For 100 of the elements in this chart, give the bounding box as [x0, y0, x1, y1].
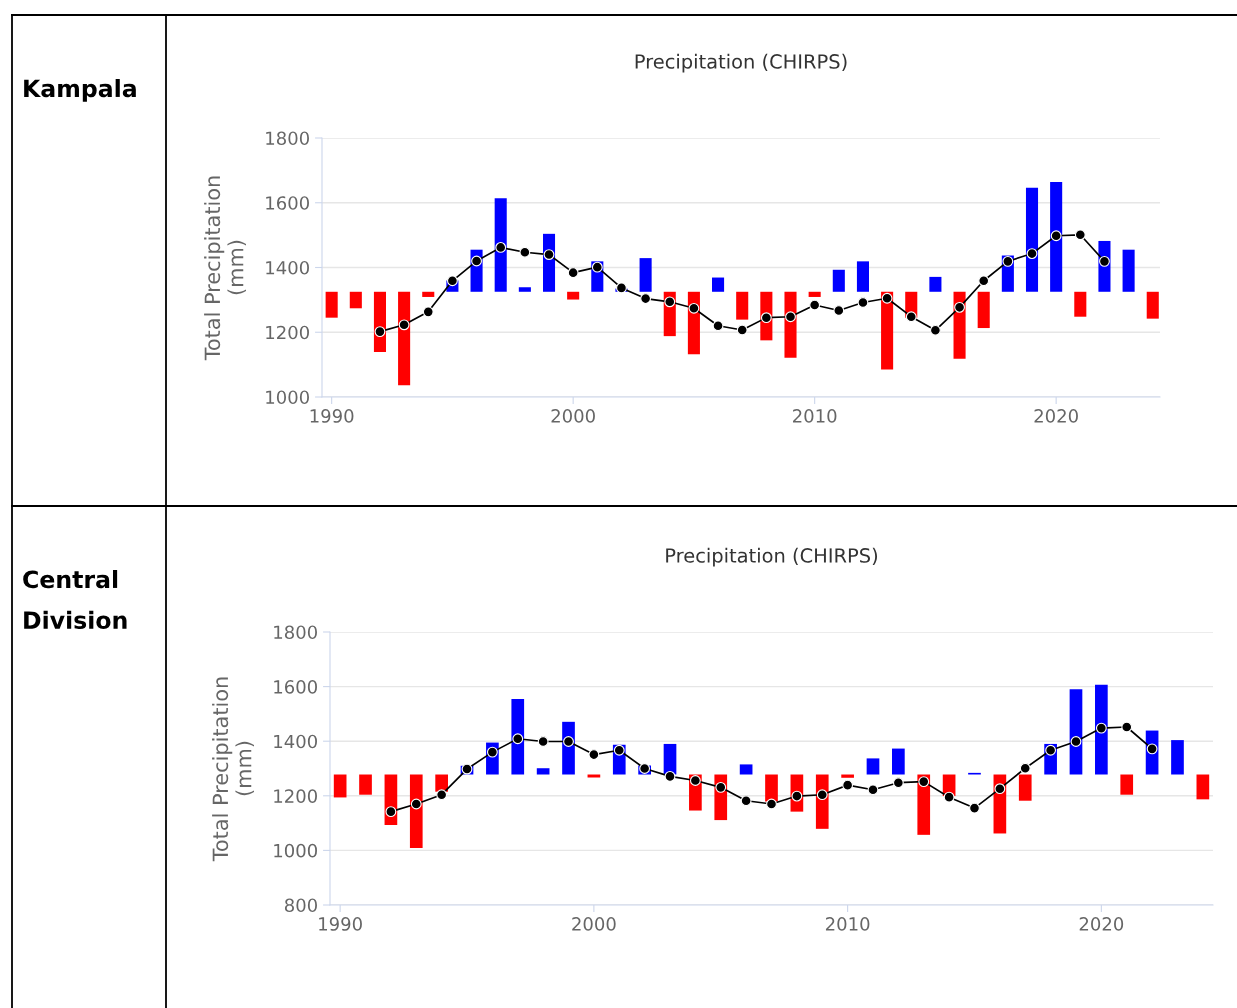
x-tick-label: 2000 — [572, 917, 616, 931]
point — [954, 301, 965, 313]
x-tick-label: 2020 — [1079, 917, 1124, 931]
point — [495, 242, 507, 253]
y-tick-label: 1600 — [266, 196, 309, 210]
bar — [518, 287, 531, 292]
bar — [1074, 291, 1087, 317]
point — [436, 789, 448, 801]
y-tick-label: 1800 — [274, 625, 317, 640]
point — [1045, 744, 1057, 756]
point — [471, 255, 482, 267]
x-tick-label: 2000 — [551, 409, 595, 423]
bar — [1196, 774, 1210, 800]
point — [867, 784, 879, 796]
point — [712, 320, 724, 332]
bar — [639, 258, 652, 292]
bar — [841, 774, 854, 778]
y-tick-label: 1000 — [274, 843, 317, 858]
bar — [736, 291, 749, 320]
chart-title: Precipitation (CHIRPS) — [635, 53, 847, 73]
bar — [1120, 774, 1134, 795]
bar — [1069, 689, 1083, 775]
y-tick-label: 1400 — [274, 734, 317, 749]
bar — [511, 698, 525, 775]
y-tick-label: 1000 — [266, 390, 309, 405]
bar — [808, 291, 821, 297]
point — [978, 275, 990, 287]
point — [881, 292, 893, 304]
point — [760, 312, 772, 324]
point — [1002, 255, 1014, 267]
bar — [892, 748, 905, 775]
bar — [1095, 684, 1108, 775]
point — [857, 297, 869, 308]
x-tick-label: 1990 — [310, 409, 354, 423]
bar — [929, 276, 942, 292]
bar — [856, 261, 869, 292]
point — [1095, 722, 1107, 734]
point — [385, 806, 397, 818]
bar — [1122, 249, 1135, 292]
bar — [567, 291, 580, 300]
bar — [832, 269, 845, 292]
bar — [712, 277, 725, 292]
point — [816, 789, 828, 801]
point — [969, 802, 980, 814]
point — [1050, 230, 1062, 242]
point — [446, 275, 458, 287]
point — [929, 324, 941, 336]
point — [1074, 229, 1086, 241]
point — [833, 305, 845, 316]
point — [410, 798, 422, 810]
point — [809, 299, 821, 311]
point — [689, 775, 701, 786]
x-tick-label: 2020 — [1034, 409, 1078, 423]
y-tick-label: 1800 — [266, 131, 309, 146]
point — [588, 749, 600, 760]
bar — [866, 758, 880, 775]
y-tick-label: 1400 — [266, 260, 309, 275]
point — [374, 326, 386, 338]
point — [512, 733, 524, 745]
point — [543, 249, 555, 260]
bar — [333, 774, 347, 798]
chart-title: Precipitation (CHIRPS) — [666, 547, 878, 567]
x-tick-label: 2010 — [793, 409, 837, 423]
text: Kampala — [24, 79, 136, 102]
point — [486, 746, 498, 758]
x-tick-label: 1990 — [319, 917, 362, 931]
y-tick-label: 1200 — [266, 325, 309, 340]
bar — [1025, 187, 1039, 292]
point — [640, 293, 652, 304]
point — [918, 776, 930, 788]
point — [1121, 721, 1133, 733]
point — [905, 311, 917, 323]
bar — [881, 291, 894, 370]
point — [740, 795, 752, 807]
bar — [494, 198, 507, 292]
point — [563, 736, 574, 747]
y-tick-label: 1200 — [274, 789, 317, 803]
bar — [325, 291, 338, 318]
point — [591, 261, 603, 273]
point — [664, 296, 676, 308]
point — [715, 781, 727, 793]
point — [1099, 255, 1110, 267]
x-tick-label: 2010 — [825, 917, 870, 931]
point — [613, 744, 625, 756]
point — [537, 736, 549, 747]
bar — [349, 291, 362, 309]
y-axis-title: Total Precipitation (mm) — [212, 677, 254, 862]
point — [736, 324, 748, 336]
point — [398, 319, 410, 331]
point — [1026, 248, 1038, 259]
point — [422, 306, 434, 318]
bar — [359, 774, 372, 795]
bar — [422, 291, 435, 297]
y-axis-title: Total Precipitation (mm) — [204, 176, 246, 361]
y-tick-label: 800 — [284, 898, 317, 913]
bar — [1050, 182, 1063, 292]
point — [688, 302, 700, 314]
bar — [587, 774, 601, 778]
point — [519, 246, 531, 258]
point — [842, 779, 854, 791]
